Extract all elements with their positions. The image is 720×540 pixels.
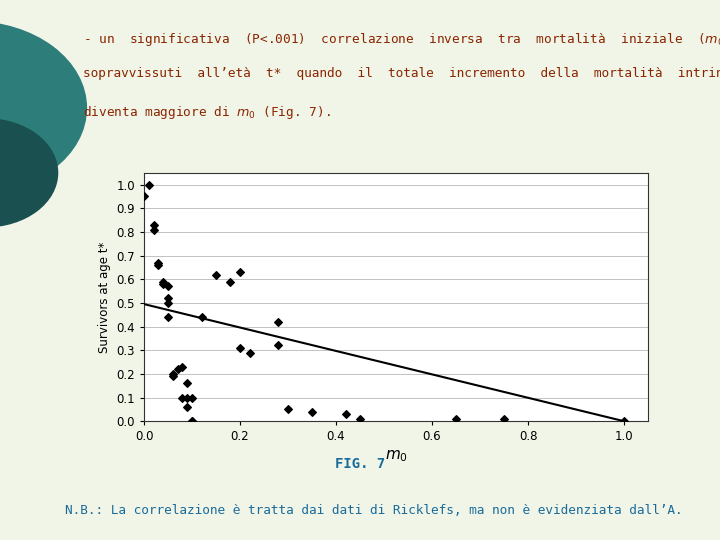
Point: [234, 343, 246, 352]
Point: [225, 278, 236, 286]
Point: [176, 362, 188, 371]
Point: [158, 280, 169, 288]
Point: [186, 393, 198, 402]
Point: [162, 313, 174, 321]
Point: [196, 313, 207, 321]
Point: [186, 417, 198, 426]
Point: [148, 225, 159, 234]
Point: [618, 417, 630, 426]
Text: FIG. 7: FIG. 7: [335, 457, 385, 471]
Point: [148, 220, 159, 229]
Point: [162, 299, 174, 307]
Point: [167, 372, 179, 381]
Point: [340, 410, 351, 418]
Text: sopravvissuti  all’età  t*  quando  il  totale  incremento  della  mortalità  in: sopravvissuti all’età t* quando il total…: [83, 68, 720, 80]
Point: [450, 415, 462, 423]
Point: [181, 403, 193, 411]
Text: diventa maggiore di $m_0$ (Fig. 7).: diventa maggiore di $m_0$ (Fig. 7).: [83, 104, 330, 121]
Point: [167, 369, 179, 378]
Text: N.B.: La correlazione è tratta dai dati di Ricklefs, ma non è evidenziata dall’A: N.B.: La correlazione è tratta dai dati …: [65, 504, 683, 517]
Point: [138, 192, 150, 201]
Point: [234, 268, 246, 276]
Point: [181, 393, 193, 402]
Point: [210, 270, 222, 279]
Point: [162, 282, 174, 291]
X-axis label: $m_0$: $m_0$: [384, 449, 408, 464]
Point: [306, 407, 318, 416]
Point: [143, 180, 155, 189]
Point: [282, 405, 294, 414]
Point: [498, 415, 510, 423]
Point: [273, 318, 284, 326]
Point: [162, 294, 174, 302]
Y-axis label: Survivors at age t*: Survivors at age t*: [98, 241, 111, 353]
Point: [186, 417, 198, 426]
Point: [172, 365, 184, 374]
Text: - un  significativa  (P<.001)  correlazione  inversa  tra  mortalità  iniziale  : - un significativa (P<.001) correlazione…: [83, 31, 720, 48]
Point: [153, 258, 164, 267]
Point: [158, 278, 169, 286]
Point: [153, 261, 164, 269]
Point: [273, 341, 284, 350]
Point: [176, 393, 188, 402]
Point: [354, 415, 366, 423]
Point: [244, 348, 256, 357]
Point: [181, 379, 193, 388]
